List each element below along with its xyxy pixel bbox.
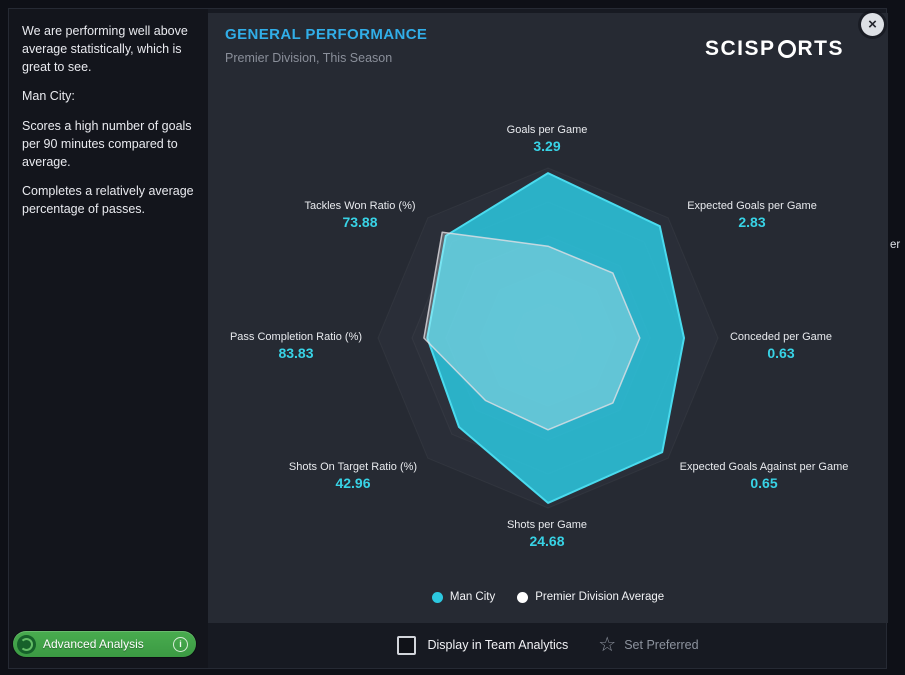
axis-label-shots-on-target-ratio: Shots On Target Ratio (%) 42.96 [288,461,418,491]
page-title: GENERAL PERFORMANCE [225,26,428,43]
axis-label-expected-goals-per-game: Expected Goals per Game 2.83 [687,200,817,230]
star-icon: ☆ [598,634,617,656]
axis-label-pass-completion-ratio: Pass Completion Ratio (%) 83.83 [229,331,363,361]
axis-value-expected-goals-against-per-game: 0.65 [750,475,778,491]
display-in-team-analytics-toggle[interactable]: Display in Team Analytics [397,635,569,655]
legend-item-man-city: Man City [431,591,496,603]
chart-legend: Man City Premier Division Average [208,591,888,603]
set-preferred-button[interactable]: ☆ Set Preferred [598,635,698,655]
axis-value-expected-goals-per-game: 2.83 [738,214,766,230]
advanced-analysis-button[interactable]: Advanced Analysis i [13,631,196,657]
axis-label-goals-per-game: Goals per Game 3.29 [506,124,588,154]
analysis-window: We are performing well above average sta… [8,8,888,669]
legend-label-average: Premier Division Average [535,591,665,603]
close-button[interactable]: × [861,13,884,36]
axis-value-shots-on-target-ratio: 42.96 [335,475,371,491]
analysis-paragraph: We are performing well above average sta… [22,24,188,74]
axis-label-conceded-per-game: Conceded per Game 0.63 [729,331,833,361]
scisports-logo: SCISP RTS [705,37,844,61]
analysis-sidebar: We are performing well above average sta… [9,9,208,668]
axis-value-pass-completion-ratio: 83.83 [278,345,314,361]
legend-label-man-city: Man City [449,591,496,603]
logo-text-right: RTS [797,37,844,60]
logo-o-icon [777,40,796,58]
axis-label-expected-goals-against-per-game: Expected Goals Against per Game 0.65 [679,461,849,491]
analysis-swirl-icon [17,634,36,654]
radar-chart [377,167,719,509]
legend-item-average: Premier Division Average [517,591,664,603]
analysis-paragraph: Completes a relatively average percentag… [22,184,194,216]
axis-label-tackles-won-ratio: Tackles Won Ratio (%) 73.88 [304,200,416,230]
axis-label-shots-per-game: Shots per Game 24.68 [506,519,588,549]
legend-dot-man-city [431,591,443,603]
analysis-paragraph: Scores a high number of goals per 90 min… [22,119,192,169]
footer-bar: Display in Team Analytics ☆ Set Preferre… [208,628,888,662]
page-subtitle: Premier Division, This Season [225,51,393,65]
logo-text-left: SCISP [704,37,776,60]
team-analytics-checkbox[interactable] [397,635,417,655]
legend-dot-average [517,591,529,603]
team-analytics-label: Display in Team Analytics [427,638,569,652]
axis-value-conceded-per-game: 0.63 [767,345,795,361]
axis-value-goals-per-game: 3.29 [533,138,561,154]
analysis-paragraph: Man City: [22,89,75,104]
set-preferred-label: Set Preferred [624,638,699,652]
axis-value-tackles-won-ratio: 73.88 [342,214,378,230]
info-icon[interactable]: i [173,636,188,652]
axis-value-shots-per-game: 24.68 [529,533,565,549]
advanced-analysis-label: Advanced Analysis [43,637,144,651]
general-performance-panel: GENERAL PERFORMANCE Premier Division, Th… [208,13,888,623]
edge-text-fragment: er [890,239,901,251]
